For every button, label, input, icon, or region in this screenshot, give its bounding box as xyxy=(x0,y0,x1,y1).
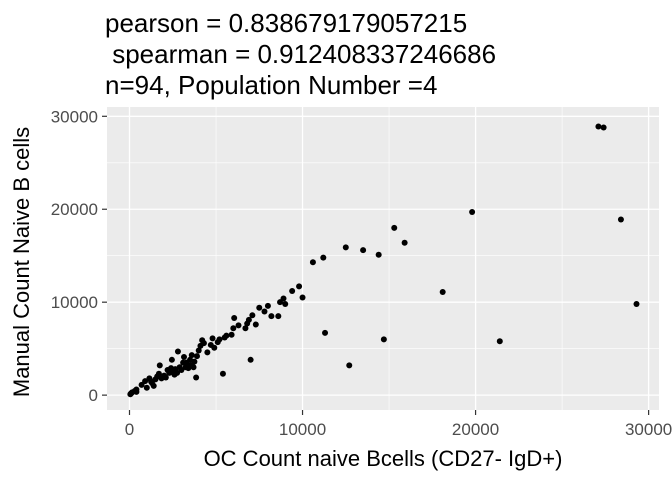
scatter-point xyxy=(469,209,476,216)
scatter-point xyxy=(391,224,398,231)
scatter-point xyxy=(211,344,218,351)
scatter-point xyxy=(188,352,195,359)
scatter-point xyxy=(228,331,235,338)
scatter-point xyxy=(496,338,503,345)
scatter-point xyxy=(595,123,602,130)
y-axis-title: Manual Count Naive B cells xyxy=(9,127,34,397)
y-tick-label: 10000 xyxy=(51,293,98,312)
scatter-point xyxy=(231,314,238,321)
scatter-point xyxy=(320,254,327,261)
scatter-point xyxy=(245,316,252,323)
scatter-point xyxy=(193,353,200,360)
major-gridlines xyxy=(107,107,659,410)
y-tick-label: 30000 xyxy=(51,107,98,126)
x-tick-label: 10000 xyxy=(279,420,326,439)
scatter-point xyxy=(133,388,140,395)
scatter-point xyxy=(252,321,259,328)
scatter-point xyxy=(309,259,316,266)
scatter-point xyxy=(242,325,249,332)
scatter-point xyxy=(168,356,175,363)
scatter-point xyxy=(148,378,155,385)
scatter-point xyxy=(633,301,640,308)
scatter-point xyxy=(346,362,353,369)
x-tick-label: 0 xyxy=(125,420,134,439)
scatter-point xyxy=(216,336,223,343)
title-line-pearson: pearson = 0.838679179057215 xyxy=(105,8,467,38)
title-line-n-population: n=94, Population Number =4 xyxy=(105,70,437,100)
scatter-point xyxy=(342,244,349,251)
scatter-point xyxy=(178,367,185,374)
scatter-point xyxy=(401,239,408,246)
scatter-point xyxy=(199,337,206,344)
data-points xyxy=(127,123,640,398)
scatter-point xyxy=(223,332,230,339)
scatter-point xyxy=(193,374,200,381)
scatter-point xyxy=(296,283,303,290)
y-tick-label: 0 xyxy=(89,386,98,405)
scatter-point xyxy=(155,370,162,377)
scatter-point xyxy=(162,374,169,381)
scatter-point xyxy=(171,371,178,378)
scatter-point xyxy=(204,349,211,356)
scatter-point xyxy=(617,216,624,223)
scatter-point xyxy=(209,335,216,342)
scatter-point xyxy=(143,384,150,391)
scatter-point xyxy=(600,124,607,131)
scatter-point xyxy=(282,301,289,308)
x-tick-label: 20000 xyxy=(452,420,499,439)
y-axis-ticks: 0 10000 20000 30000 xyxy=(51,107,107,405)
scatter-point xyxy=(230,325,237,332)
scatter-point xyxy=(380,336,387,343)
scatter-point xyxy=(247,356,254,363)
scatter-point xyxy=(195,347,202,354)
scatter-point xyxy=(439,288,446,295)
scatter-point xyxy=(219,370,226,377)
scatter-point xyxy=(174,348,181,355)
scatter-point xyxy=(256,304,263,311)
scatter-point xyxy=(249,312,256,319)
x-axis-ticks: 0 10000 20000 30000 xyxy=(125,410,672,439)
scatter-point xyxy=(142,378,149,385)
scatter-point xyxy=(181,354,188,361)
scatter-point xyxy=(299,294,306,301)
scatter-point xyxy=(264,302,271,309)
scatter-point xyxy=(191,358,198,365)
scatter-point xyxy=(235,322,242,329)
scatter-point xyxy=(280,295,287,302)
x-tick-label: 30000 xyxy=(625,420,672,439)
scatter-point xyxy=(190,364,197,371)
scatter-point xyxy=(289,288,296,295)
x-axis-title: OC Count naive Bcells (CD27- IgD+) xyxy=(204,446,563,471)
scatter-point xyxy=(268,313,275,320)
scatter-point xyxy=(156,362,163,369)
chart-title-block: pearson = 0.838679179057215 spearman = 0… xyxy=(105,8,496,100)
scatter-point xyxy=(322,329,329,336)
scatter-point xyxy=(261,308,268,315)
title-line-spearman: spearman = 0.912408337246686 xyxy=(105,39,496,69)
scatter-point xyxy=(375,251,382,258)
plot-panel xyxy=(107,107,659,410)
scatter-point xyxy=(360,247,367,254)
scatter-point xyxy=(275,313,282,320)
y-tick-label: 20000 xyxy=(51,200,98,219)
